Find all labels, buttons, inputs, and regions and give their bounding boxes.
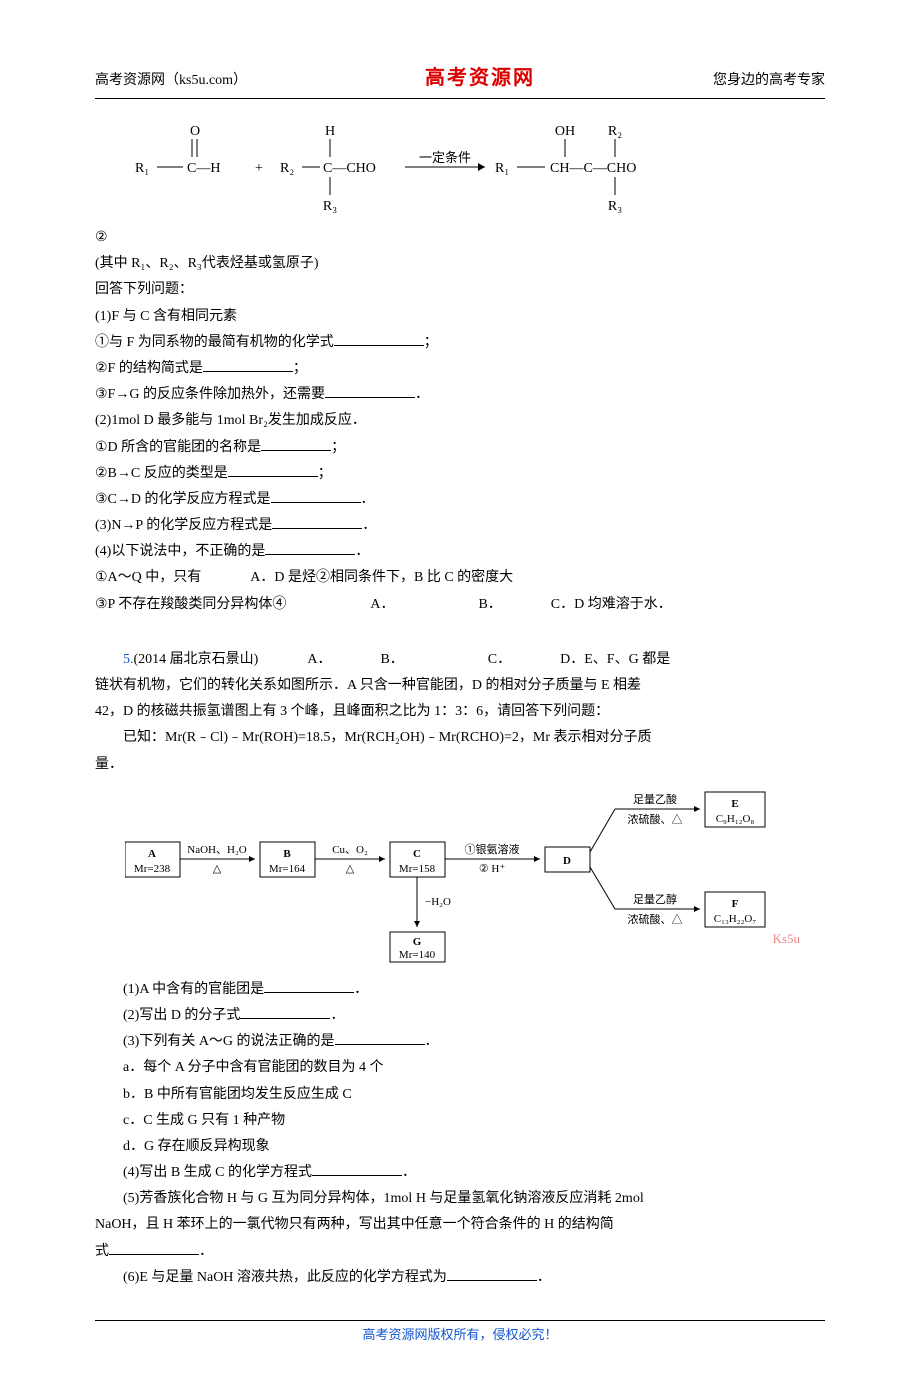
q5-3d: d．G 存在顺反异构现象: [95, 1134, 825, 1159]
svg-text:E: E: [731, 798, 738, 810]
svg-text:② H⁺: ② H⁺: [479, 863, 506, 875]
svg-text:R₁: R₁: [135, 161, 149, 176]
q5-6: (6)E 与足量 NaOH 溶液共热，此反应的化学方程式为．: [95, 1265, 825, 1290]
svg-text:浓硫酸、△: 浓硫酸、△: [628, 812, 683, 826]
svg-text:Mr=140: Mr=140: [399, 949, 436, 961]
svg-text:R₁: R₁: [495, 161, 509, 176]
svg-text:R₂: R₂: [608, 124, 622, 139]
q5-known2: 量．: [95, 752, 825, 777]
svg-text:B: B: [283, 848, 291, 860]
page-header: 高考资源网（ks5u.com） 高考资源网 您身边的高考专家: [95, 60, 825, 99]
q1: (1)F 与 C 含有相同元素: [95, 304, 825, 329]
q5-intro2: 链状有机物，它们的转化关系如图所示．A 只含一种官能团，D 的相对分子质量与 E…: [95, 673, 825, 698]
q1b: ②F 的结构简式是；: [95, 356, 825, 381]
svg-text:C: C: [413, 848, 421, 860]
q2: (2)1mol D 最多能与 1mol Br₂发生加成反应．: [95, 408, 825, 433]
svg-text:−H₂O: −H₂O: [425, 896, 451, 908]
svg-text:O: O: [190, 124, 200, 139]
q5-3: (3)下列有关 A～G 的说法正确的是．: [95, 1029, 825, 1054]
svg-text:浓硫酸、△: 浓硫酸、△: [628, 912, 683, 926]
q1a: ①与 F 为同系物的最简有机物的化学式；: [95, 330, 825, 355]
svg-text:Mr=158: Mr=158: [399, 863, 436, 875]
q5-5b: NaOH，且 H 苯环上的一氯代物只有两种，写出其中任意一个符合条件的 H 的结…: [95, 1212, 825, 1237]
svg-text:A: A: [148, 848, 156, 860]
svg-text:R₃: R₃: [323, 199, 337, 214]
q2c: ③C→D 的化学反应方程式是．: [95, 487, 825, 512]
svg-text:C₁₃H₂₂O₇: C₁₃H₂₂O₇: [714, 913, 757, 925]
svg-text:C—CHO: C—CHO: [323, 161, 376, 176]
q5-intro3: 42，D 的核磁共振氢谱图上有 3 个峰，且峰面积之比为 1：3：6，请回答下列…: [95, 699, 825, 724]
q5-3a: a．每个 A 分子中含有官能团的数目为 4 个: [95, 1055, 825, 1080]
q5-2: (2)写出 D 的分子式．: [95, 1003, 825, 1028]
svg-text:CH—C—CHO: CH—C—CHO: [550, 161, 636, 176]
svg-text:足量乙酸: 足量乙酸: [633, 792, 677, 806]
q5-3c: c．C 生成 G 只有 1 种产物: [95, 1108, 825, 1133]
page-footer: 高考资源网版权所有，侵权必究！: [95, 1320, 825, 1346]
q1c: ③F→G 的反应条件除加热外，还需要．: [95, 382, 825, 407]
svg-text:Mr=238: Mr=238: [134, 863, 171, 875]
svg-text:NaOH、H₂O: NaOH、H₂O: [187, 844, 246, 856]
svg-text:R₃: R₃: [608, 199, 622, 214]
svg-text:足量乙醇: 足量乙醇: [633, 892, 677, 906]
note: (其中 R₁、R₂、R₃代表烃基或氢原子): [95, 251, 825, 276]
q5-known1: 已知：Mr(R﹣Cl)﹣Mr(ROH)=18.5，Mr(RCH₂OH)﹣Mr(R…: [95, 725, 825, 750]
svg-text:Cu、O₂: Cu、O₂: [332, 844, 368, 856]
svg-text:△: △: [213, 863, 222, 875]
svg-text:G: G: [413, 936, 422, 948]
header-right: 您身边的高考专家: [713, 68, 825, 93]
reaction-label-2: ②: [95, 225, 825, 250]
svg-text:△: △: [346, 863, 355, 875]
flowchart: A Mr=238 B Mr=164 C Mr=158 D E C₉H₁₂O₈ F…: [125, 787, 825, 967]
q2a: ①D 所含的官能团的名称是；: [95, 435, 825, 460]
header-center-logo: 高考资源网: [425, 60, 535, 96]
svg-text:R₂: R₂: [280, 161, 294, 176]
reaction-scheme: O R₁ C—H + H R₂ C—CHO R₃ 一定条件 OH R₂: [95, 117, 825, 217]
q5-5c: 式．: [95, 1239, 825, 1264]
q4a: ①A～Q 中，只有A．D 是烃②相同条件下，B 比 C 的密度大: [95, 565, 825, 590]
svg-text:C₉H₁₂O₈: C₉H₁₂O₈: [716, 813, 755, 825]
q2b: ②B→C 反应的类型是；: [95, 461, 825, 486]
q5-5a: (5)芳香族化合物 H 与 G 互为同分异构体，1mol H 与足量氢氧化钠溶液…: [95, 1186, 825, 1211]
q4b: ③P 不存在羧酸类同分异构体④A．B．C．D 均难溶于水．: [95, 592, 825, 617]
svg-text:①银氨溶液: ①银氨溶液: [465, 842, 520, 856]
q3: (3)N→P 的化学反应方程式是．: [95, 513, 825, 538]
svg-text:+: +: [255, 161, 263, 176]
answer-heading: 回答下列问题：: [95, 277, 825, 302]
svg-text:H: H: [325, 124, 335, 139]
svg-text:F: F: [732, 898, 739, 910]
svg-text:Mr=164: Mr=164: [269, 863, 306, 875]
q5-4: (4)写出 B 生成 C 的化学方程式．: [95, 1160, 825, 1185]
svg-text:OH: OH: [555, 124, 575, 139]
q5-3b: b．B 中所有官能团均发生反应生成 C: [95, 1082, 825, 1107]
header-left: 高考资源网（ks5u.com）: [95, 68, 247, 93]
watermark: Ks5u: [773, 927, 800, 950]
svg-text:C—H: C—H: [187, 161, 220, 176]
q4: (4)以下说法中，不正确的是．: [95, 539, 825, 564]
q5-intro1: 5.(2014 届北京石景山)A．B．C．D．E、F、G 都是: [95, 647, 825, 672]
q5-number: 5.: [123, 652, 134, 667]
q5-1: (1)A 中含有的官能团是．: [95, 977, 825, 1002]
svg-text:一定条件: 一定条件: [419, 150, 471, 165]
svg-text:D: D: [563, 855, 571, 867]
